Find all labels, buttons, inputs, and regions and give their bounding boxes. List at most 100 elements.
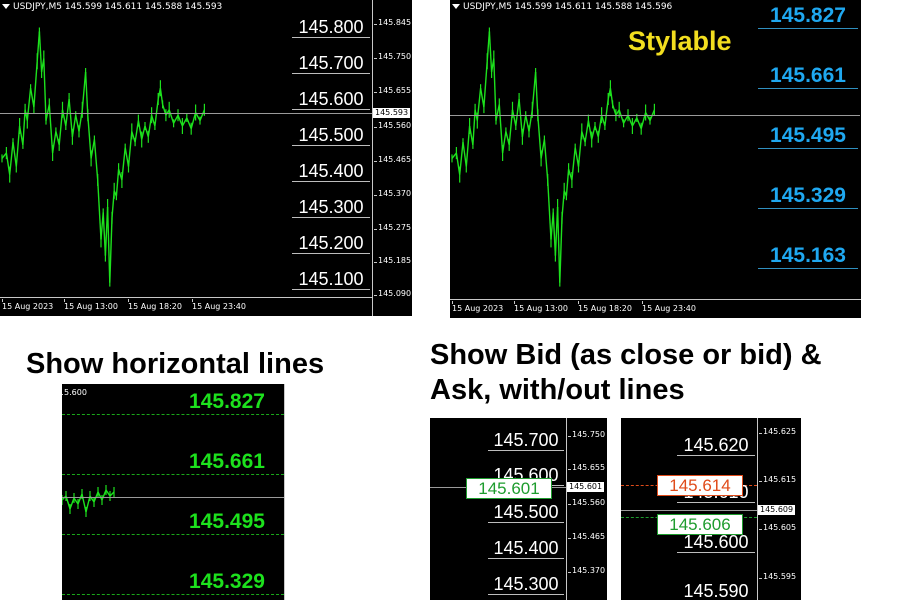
price-axis	[372, 0, 373, 316]
price-label: 145.400	[292, 161, 370, 182]
price-segment	[58, 109, 64, 145]
price-segment	[543, 139, 549, 181]
price-segment	[559, 217, 563, 283]
price-segment	[567, 168, 573, 181]
price-segment	[12, 142, 17, 167]
price-segment	[571, 147, 576, 181]
price-segment	[483, 61, 488, 108]
price-segment	[29, 88, 35, 108]
price-label: 145.600	[677, 532, 755, 553]
price-segment	[561, 190, 565, 218]
axis-tick-label: 145.465	[373, 155, 412, 164]
price-segment	[495, 104, 500, 121]
bid-price-box: 145.606	[657, 514, 743, 535]
price-segment	[65, 98, 70, 127]
price-segment	[45, 104, 50, 121]
price-segment	[73, 497, 79, 505]
price-segment	[65, 495, 71, 510]
price-segment	[627, 114, 634, 127]
price-segment	[597, 115, 603, 137]
price-segment	[69, 497, 75, 510]
price-segment	[172, 114, 179, 124]
chart-panel-4[interactable]: 145.700 145.600 145.601 145.500 145.400 …	[430, 418, 607, 600]
price-axis	[284, 384, 285, 600]
price-label: 145.590	[677, 581, 755, 600]
price-segment	[518, 98, 524, 137]
chart-header: USDJPY,M5 145.599 145.611 145.588 145.59…	[452, 2, 672, 12]
price-segment	[540, 139, 546, 159]
price-segment	[574, 147, 580, 167]
price-label: 145.300	[488, 574, 564, 595]
price-segment	[547, 179, 552, 240]
time-tick-label: 15 Aug 2023	[2, 299, 54, 311]
price-segment	[127, 131, 133, 167]
axis-tick-label: 145.370	[373, 189, 412, 198]
price-label: 145.500	[488, 502, 564, 523]
price-label: 145.620	[677, 435, 755, 456]
price-segment	[594, 125, 599, 138]
chart-panel-3[interactable]: 5.600 145.827 145.661 145.495 145.329	[62, 384, 285, 600]
current-price-line	[621, 510, 757, 511]
current-price-line	[0, 113, 372, 114]
menu-triangle-icon[interactable]	[2, 4, 10, 9]
axis-tick-label: 145.625	[758, 427, 797, 436]
price-axis	[566, 418, 567, 600]
horizontal-line	[62, 534, 284, 535]
price-segment	[618, 109, 625, 124]
time-axis	[0, 297, 373, 298]
current-price-tag: 145.593	[373, 108, 411, 118]
price-label: 145.600	[292, 89, 370, 110]
chart-panel-2[interactable]: USDJPY,M5 145.599 145.611 145.588 145.59…	[450, 0, 861, 318]
price-segment	[93, 139, 99, 181]
price-series	[1, 27, 206, 287]
price-segment	[33, 61, 38, 108]
time-tick-label: 15 Aug 23:40	[642, 301, 696, 313]
axis-tick-label: 145.185	[373, 256, 412, 265]
price-segment	[18, 125, 24, 146]
axis-tick-label: 145.595	[758, 572, 797, 581]
price-segment	[525, 115, 530, 132]
price-label: 145.800	[292, 17, 370, 38]
current-price-line	[450, 115, 860, 116]
price-segment	[493, 58, 497, 121]
time-tick-label: 15 Aug 18:20	[128, 299, 182, 311]
time-tick-label: 15 Aug 18:20	[578, 301, 632, 313]
price-segment	[22, 109, 26, 145]
price-segment	[87, 115, 92, 159]
price-segment	[51, 131, 57, 154]
price-segment	[111, 190, 115, 218]
chart-header: USDJPY,M5 145.599 145.611 145.588 145.59…	[2, 2, 222, 12]
menu-triangle-icon[interactable]	[452, 4, 460, 9]
price-segment	[556, 206, 561, 283]
price-label: 145.661	[758, 64, 858, 89]
axis-tick-label: 145.465	[567, 532, 606, 541]
price-segment	[62, 495, 67, 501]
price-segment	[75, 115, 80, 132]
price-segment	[505, 131, 510, 146]
chart-panel-1[interactable]: USDJPY,M5 145.599 145.611 145.588 145.59…	[0, 0, 412, 316]
price-segment	[134, 120, 140, 143]
horizontal-line	[62, 414, 284, 415]
axis-tick-label: 145.275	[373, 223, 412, 232]
price-label: 145.329	[189, 570, 265, 593]
price-segment	[451, 152, 457, 159]
price-label: 145.163	[758, 244, 858, 269]
price-segment	[631, 117, 638, 127]
price-segment	[68, 98, 74, 137]
corner-price-label: 5.600	[62, 388, 87, 397]
price-segment	[531, 71, 537, 110]
chart-panel-5[interactable]: 145.620 145.610 145.614 145.606 145.600 …	[621, 418, 801, 600]
horizontal-line	[62, 594, 284, 595]
price-segment	[15, 125, 21, 167]
price-segment	[71, 115, 77, 137]
price-segment	[84, 71, 89, 116]
axis-tick-label: 145.655	[373, 86, 412, 95]
time-tick-label: 15 Aug 23:40	[192, 299, 246, 311]
price-label: 145.200	[292, 233, 370, 254]
axis-tick-label: 145.655	[567, 463, 606, 472]
bid-price-box: 145.601	[466, 478, 552, 499]
axis-tick-label: 145.845	[373, 18, 412, 27]
price-segment	[534, 71, 539, 116]
price-segment	[147, 115, 153, 137]
price-segment	[181, 117, 188, 127]
